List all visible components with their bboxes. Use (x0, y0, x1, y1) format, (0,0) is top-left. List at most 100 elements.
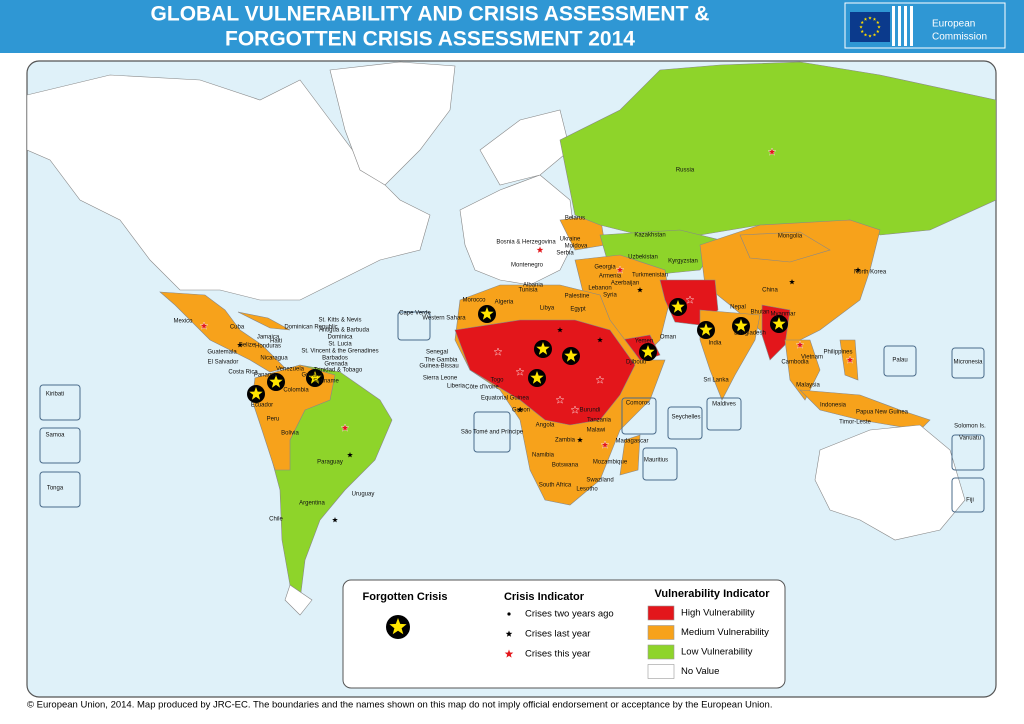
country-label: Lesotho (576, 487, 598, 493)
country-label: Honduras (255, 344, 281, 350)
country-label: Suriname (313, 379, 339, 385)
country-label: Panama (254, 373, 277, 379)
country-label: Uruguay (352, 492, 375, 498)
crisis-star (637, 287, 643, 293)
country-label: Algeria (495, 300, 514, 306)
country-label: Costa Rica (228, 370, 258, 376)
country-label: Yemen (635, 339, 653, 345)
country-label: Trinidad & Tobago (314, 368, 363, 374)
inset-box (642, 447, 678, 481)
country-label: Tunisia (518, 288, 538, 294)
country-label: Bosnia & Herzegovina (496, 240, 556, 246)
country-label: Western Sahara (422, 316, 466, 322)
forgotten-star (480, 307, 494, 320)
country-label: Micronesia (953, 360, 983, 366)
inset-box (39, 384, 81, 421)
country-label: Guatemala (207, 350, 237, 356)
country-label: Fiji (966, 498, 974, 504)
crisis-star (577, 437, 583, 443)
flag-star (876, 29, 880, 33)
inset-box (621, 397, 657, 435)
country-label: Peru (267, 417, 280, 423)
legend-label: Crises this year (525, 649, 590, 660)
country-label: Russia (676, 168, 695, 174)
country-label: Libya (540, 306, 555, 312)
inset-box (473, 411, 511, 453)
country-label: Uzbekistan (628, 255, 658, 261)
country-label: Palestine (565, 294, 590, 300)
country-label: China (762, 288, 778, 294)
country-label: Papua New Guinea (856, 410, 909, 416)
country-label: Samoa (45, 433, 65, 439)
country-label: Mongolia (778, 234, 803, 240)
forgotten-star (269, 375, 283, 388)
country-label: Nicaragua (260, 356, 288, 362)
country-label: Haiti (270, 339, 282, 345)
country-area (799, 389, 931, 431)
country-label: Syria (603, 293, 617, 299)
country-label: St. Lucia (328, 342, 352, 348)
forgotten-star (536, 342, 550, 355)
icons (39, 147, 985, 523)
country-label: Tonga (47, 486, 64, 492)
country-label: Swaziland (586, 478, 613, 484)
forgotten-star (734, 319, 748, 332)
country-label: Equatorial Guinea (481, 396, 530, 402)
land (27, 61, 996, 616)
country-label: Senegal (426, 350, 448, 356)
forgotten-star (530, 371, 544, 384)
crisis-star (685, 295, 695, 304)
crisis-star (555, 395, 565, 404)
country-area (784, 339, 821, 401)
crisis-star (597, 337, 603, 343)
country-label: Jamaica (257, 335, 280, 341)
country-label: St. Kitts & Nevis (318, 318, 361, 324)
crisis-star (340, 423, 350, 432)
forgotten-star (641, 345, 655, 358)
forgotten-star (249, 387, 263, 400)
legend-label: Crises last year (525, 629, 590, 640)
inset-box (951, 477, 985, 513)
legend-title: Crisis Indicator (504, 591, 585, 603)
crisis-star (789, 279, 795, 285)
country-label: Bolivia (281, 431, 299, 437)
country-label: Antigua & Barbuda (319, 328, 370, 334)
country-label: Vietnam (801, 355, 823, 361)
country-label: Bangladesh (734, 331, 766, 337)
country-label: Ecuador (251, 403, 273, 409)
country-label: Togo (490, 378, 504, 384)
crisis-star (595, 375, 605, 384)
legend-label: Crises two years ago (525, 609, 614, 620)
legend-swatch (647, 605, 675, 621)
country-label: Turkmenistan (632, 273, 668, 279)
logo-text: European (932, 19, 975, 30)
forgotten-star (308, 371, 322, 384)
country-label: Kiribati (46, 392, 64, 398)
legend-forgotten-star (389, 618, 407, 635)
country-label: El Salvador (208, 360, 239, 366)
country-area (739, 231, 831, 263)
title-line: GLOBAL VULNERABILITY AND CRISIS ASSESSME… (151, 3, 710, 26)
inset-box (706, 397, 742, 431)
country-label: Cuba (230, 325, 245, 331)
flag-star (863, 33, 868, 37)
country-label: Seychelles (671, 415, 700, 421)
flag-star (868, 34, 872, 38)
country-label: Liberia (447, 384, 466, 390)
inset-box (397, 311, 431, 341)
country-label: Mexico (173, 319, 193, 325)
inset-box (39, 427, 81, 464)
flag-star (877, 25, 881, 29)
country-label: Comoros (626, 401, 650, 407)
country-area (251, 364, 336, 471)
crisis-star (795, 340, 805, 349)
legend-crisis-star (504, 649, 514, 658)
crisis-star (199, 321, 209, 330)
legend-crisis-dot (507, 612, 511, 616)
flag-star (872, 17, 877, 21)
country-area (454, 319, 636, 426)
crisis-star (237, 342, 243, 348)
country-label: Palau (892, 358, 907, 364)
legend-label: Low Vulnerability (681, 647, 753, 658)
country-label: Cape Verde (399, 311, 431, 317)
